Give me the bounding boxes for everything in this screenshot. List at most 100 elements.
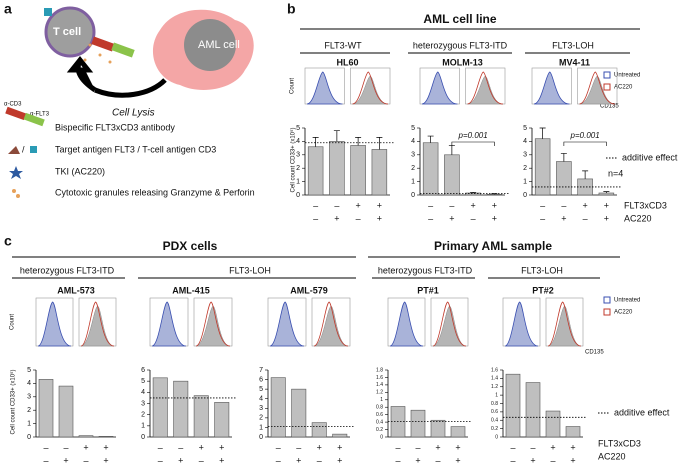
error-bar [560,153,567,162]
y-tick-label: 2 [141,412,145,419]
treatment-sign: + [550,442,555,452]
anti-cd3-label: α-CD3 [4,102,22,108]
aml-nucleus [184,19,236,71]
y-tick-label: 0.6 [376,412,383,418]
t-cell-label: T cell [53,26,81,38]
treatment-sign: + [492,213,497,223]
treatment-sign: – [428,200,433,210]
y-tick-label: 7 [259,367,263,374]
bar [450,426,466,438]
treatment-sign: + [492,200,497,210]
panel-label: b [287,1,296,17]
legend-text: TKI (AC220) [55,166,105,176]
marker-label: CD135 [600,104,619,110]
y-tick-label: 2 [259,415,263,422]
treatment-sign: – [395,442,400,452]
treatment-sign: – [43,442,48,452]
antibody-icon [111,42,135,58]
bar [598,192,615,196]
y-tick-label: 0 [259,434,263,441]
bar [486,194,503,196]
histogram-curve [533,71,570,105]
legend-untreated: Untreated [614,298,640,304]
treatment-sign: + [337,455,342,463]
y-tick-label: 1 [411,178,415,185]
error-bar [448,145,455,155]
y-tick-label: 1.2 [376,390,383,396]
bar [98,436,114,438]
bar [545,410,561,438]
group-label: heterozygous FLT3-ITD [378,265,473,275]
y-tick-label: 4 [27,380,31,387]
treatment-sign: + [449,213,454,223]
treatment-sign: + [337,442,342,452]
treatment-sign: + [455,455,460,463]
y-tick-label: 1.2 [491,384,498,390]
treatment-sign: – [296,442,301,452]
bar [329,141,345,196]
bar [270,377,286,438]
p-bracket [451,141,495,146]
error-bar [312,137,319,147]
treatment-sign: + [334,213,339,223]
y-tick-label: 0.8 [491,401,498,407]
treatment-sign: – [415,442,420,452]
marker-label: CD135 [585,350,604,356]
chart-title: MV4-11 [559,57,590,67]
y-tick-label: 1 [259,424,263,431]
n-label: n=4 [608,168,623,178]
y-tick-label: 5 [27,367,31,374]
bar [444,154,460,196]
y-tick-label: 4 [141,389,145,396]
antibody-icon [91,36,115,52]
treatment-sign: + [377,200,382,210]
error-bar [333,130,340,142]
bar [214,402,230,438]
y-tick-label: 0 [27,434,31,441]
histogram-curve [80,305,115,347]
treatment-sign: + [219,455,224,463]
treatment-sign: – [317,455,322,463]
chart-title: PT#2 [532,285,554,295]
y-tick-label: 0 [296,192,300,199]
treatment-sign: + [455,442,460,452]
lysis-label: Cell Lysis [112,108,155,119]
y-tick-label: 4 [296,138,300,145]
treatment-sign: – [540,213,545,223]
treatment-sign: + [582,200,587,210]
chart-title: HL60 [336,57,358,67]
treatment-sign: – [356,213,361,223]
y-tick-label: 1 [380,397,383,403]
histogram-curve [352,71,389,105]
y-tick-label: 3 [523,152,527,159]
y-tick-label: 4 [411,138,415,145]
treatment-label: AC220 [624,213,652,223]
y-tick-label: 1.6 [491,367,498,373]
bar [556,161,572,196]
group-label: FLT3-LOH [521,265,563,275]
y-tick-label: 0 [141,434,145,441]
treatment-sign: + [317,442,322,452]
legend-text: Target antigen FLT3 / T-cell antigen CD3 [55,144,216,154]
error-bar [582,170,589,179]
chart-title: PT#1 [417,285,439,295]
histogram-curve [421,71,458,105]
treatment-sign: – [83,455,88,463]
histogram-curve [80,301,115,347]
y-tick-label: 1.6 [376,375,383,381]
treatment-sign: – [510,455,515,463]
bar [78,435,94,438]
histogram-curve [467,71,504,105]
bar [58,385,74,438]
treatment-sign: + [570,442,575,452]
y-tick-label: 1.8 [376,367,383,373]
bar [38,379,54,438]
histogram-curve [389,301,424,347]
y-axis-label: Cell count CD33+ (x10⁵) [10,369,17,434]
histogram-curve [37,301,72,347]
anti-flt3-label: α-FLT3 [30,112,50,118]
panel-label: c [4,233,12,249]
chart-title: MOLM-13 [442,57,483,67]
y-tick-label: 3 [411,152,415,159]
error-bar [603,191,610,193]
